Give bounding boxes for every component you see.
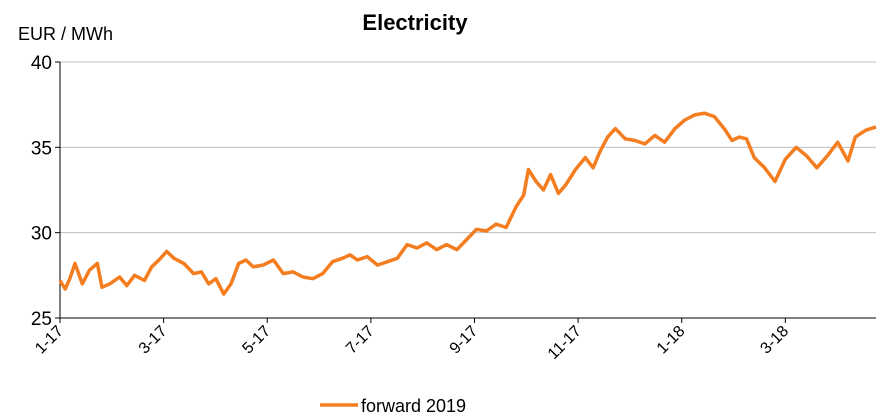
x-tick-label: 9-17 xyxy=(447,323,482,358)
x-tick-label: 5-17 xyxy=(239,323,274,358)
y-tick-label: 40 xyxy=(31,53,52,74)
legend-label: forward 2019 xyxy=(361,396,466,416)
x-tick-label: 7-17 xyxy=(343,323,378,358)
y-tick-label: 35 xyxy=(31,138,52,159)
x-tick-label: 3-18 xyxy=(757,323,792,358)
line-series xyxy=(58,111,877,296)
x-tick-label: 3-17 xyxy=(136,323,171,358)
x-tick-label: 11-17 xyxy=(545,323,585,363)
y-tick-label: 25 xyxy=(31,309,52,330)
y-axis-label: EUR / MWh xyxy=(18,24,113,44)
x-tick-label: 1-18 xyxy=(654,323,689,358)
y-tick-label: 30 xyxy=(31,224,52,245)
chart-title: Electricity xyxy=(362,10,468,35)
